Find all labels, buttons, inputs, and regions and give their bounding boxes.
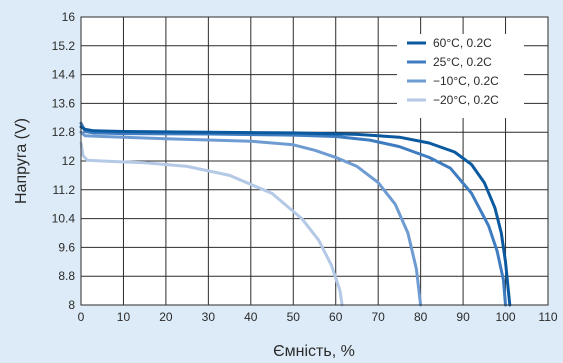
y-tick-label: 12.8 <box>52 125 76 139</box>
legend: 60°C, 0.2C 25°C, 0.2C −10°C, 0.2C −20°C, 0.… <box>397 34 524 118</box>
y-tick-label: 14.4 <box>52 68 76 82</box>
series-line <box>79 121 507 307</box>
x-tick-label: 20 <box>159 310 173 324</box>
x-tick-label: 90 <box>456 310 470 324</box>
y-tick-label: 13.6 <box>52 96 76 110</box>
y-tick-label: 8 <box>68 298 75 312</box>
x-tick-label: 80 <box>414 310 428 324</box>
series-lines <box>79 121 512 307</box>
x-tick-label: 50 <box>287 310 301 324</box>
y-axis-label: Напруга (V) <box>13 118 30 204</box>
y-tick-label: 16 <box>62 10 76 24</box>
y-tick-label: 8.8 <box>58 269 75 283</box>
y-tick-label: 9.6 <box>58 240 75 254</box>
y-tick-label: 15.2 <box>52 39 76 53</box>
x-tick-label: 70 <box>372 310 386 324</box>
x-tick-label: 60 <box>329 310 343 324</box>
legend-box <box>397 34 524 118</box>
x-tick-label: 40 <box>244 310 258 324</box>
y-tick-label: 10.4 <box>52 212 76 226</box>
legend-entry: −20°C, 0.2C <box>433 93 499 107</box>
x-tick-label: 0 <box>78 310 85 324</box>
legend-entry: 25°C, 0.2C <box>433 55 492 69</box>
legend-entry: 60°C, 0.2C <box>433 36 492 50</box>
x-tick-label: 100 <box>496 310 516 324</box>
series-line <box>79 130 423 307</box>
x-tick-label: 110 <box>538 310 557 324</box>
series-line <box>79 125 512 307</box>
x-tick-label: 30 <box>202 310 216 324</box>
plot-frame <box>80 16 549 306</box>
x-tick-label: 10 <box>117 310 131 324</box>
series-line <box>79 141 344 307</box>
x-axis-label: Ємність, % <box>273 343 355 360</box>
y-tick-label: 11.2 <box>53 183 76 197</box>
tick-labels: 0 10 20 30 40 50 60 70 80 90 100 110 8 8.8 9.6 10.4 11.2… <box>52 10 558 324</box>
legend-entry: −10°C, 0.2C <box>433 74 499 88</box>
y-tick-label: 12 <box>62 154 76 168</box>
